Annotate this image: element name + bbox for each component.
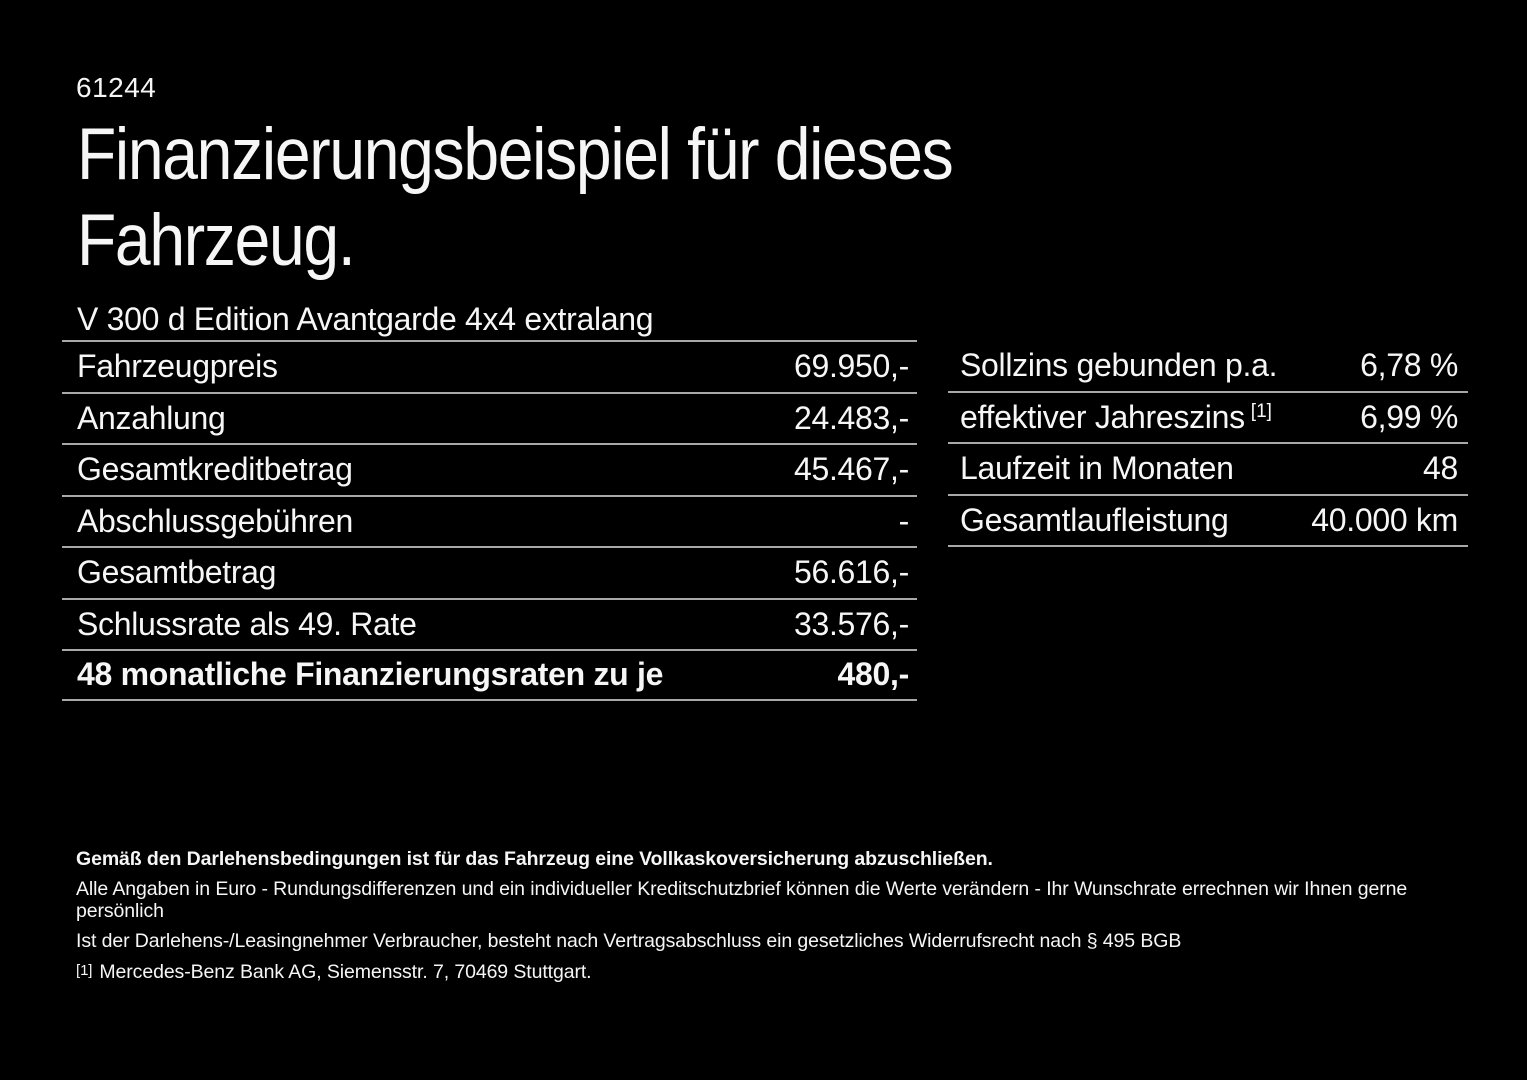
withdrawal-right-note: Ist der Darlehens-/Leasingnehmer Verbrau…: [76, 930, 1182, 953]
table-row-gesamtlaufleistung: Gesamtlaufleistung 40.000 km: [948, 496, 1468, 547]
row-value: 33.576,-: [793, 605, 909, 642]
row-value: 48: [1423, 450, 1458, 487]
row-value: 480,-: [837, 656, 910, 693]
row-label: Gesamtkreditbetrag: [77, 451, 353, 488]
table-row-monthly-rate: 48 monatliche Finanzierungsraten zu je 4…: [62, 649, 917, 701]
page-title: Finanzierungsbeispiel für dieses Fahrzeu…: [77, 114, 954, 282]
table-row-effektiver-jahreszins: effektiver Jahreszins [1] 6,99 %: [948, 393, 1468, 444]
footnote-marker: [1]: [76, 961, 93, 979]
table-row-anzahlung: Anzahlung 24.483,-: [62, 391, 917, 444]
row-value: 69.950,-: [793, 348, 909, 385]
vehicle-model: V 300 d Edition Avantgarde 4x4 extralang: [77, 301, 654, 337]
row-label: Fahrzeugpreis: [77, 348, 278, 385]
row-value: 6,78 %: [1360, 347, 1458, 384]
table-row-schlussrate: Schlussrate als 49. Rate 33.576,-: [62, 597, 917, 650]
row-value: 56.616,-: [793, 554, 909, 591]
conditions-table: Sollzins gebunden p.a. 6,78 % effektiver…: [948, 341, 1468, 547]
table-row-laufzeit: Laufzeit in Monaten 48: [948, 444, 1468, 496]
finance-table: V 300 d Edition Avantgarde 4x4 extralang…: [62, 301, 917, 701]
table-row-gesamtkreditbetrag: Gesamtkreditbetrag 45.467,-: [62, 443, 917, 495]
document-number: 61244: [76, 72, 157, 103]
insurance-note: Gemäß den Darlehensbedingungen ist für d…: [76, 848, 993, 870]
bank-footnote: [1] Mercedes-Benz Bank AG, Siemensstr. 7,…: [76, 960, 1484, 983]
table-row-gesamtbetrag: Gesamtbetrag 56.616,-: [62, 546, 917, 598]
euro-rounding-note: Alle Angaben in Euro - Rundungsdifferenz…: [76, 878, 1408, 922]
row-label: 48 monatliche Finanzierungsraten zu je: [77, 656, 664, 693]
row-value: 24.483,-: [793, 399, 909, 436]
row-value: 6,99 %: [1360, 398, 1458, 435]
table-row-sollzins: Sollzins gebunden p.a. 6,78 %: [948, 341, 1468, 393]
row-value: 40.000 km: [1311, 501, 1458, 538]
row-value: 45.467,-: [793, 451, 909, 488]
row-label: Schlussrate als 49. Rate: [77, 605, 417, 642]
table-row-fahrzeugpreis: Fahrzeugpreis 69.950,-: [62, 340, 917, 392]
legal-footer: Gemäß den Darlehensbedingungen ist für d…: [76, 848, 1484, 992]
row-label: Gesamtlaufleistung: [960, 501, 1229, 538]
row-label: Laufzeit in Monaten: [960, 450, 1234, 487]
footnote-text: Mercedes-Benz Bank AG, Siemensstr. 7, 70…: [99, 960, 592, 983]
table-row-abschlussgebuehren: Abschlussgebühren -: [62, 494, 917, 547]
row-label: effektiver Jahreszins [1]: [960, 398, 1272, 435]
row-label: Sollzins gebunden p.a.: [960, 347, 1278, 384]
row-label: Anzahlung: [77, 399, 226, 436]
row-value: -: [898, 502, 910, 539]
footnote-marker: [1]: [1250, 400, 1272, 422]
row-label: Gesamtbetrag: [77, 554, 277, 591]
row-label: Abschlussgebühren: [77, 502, 353, 539]
